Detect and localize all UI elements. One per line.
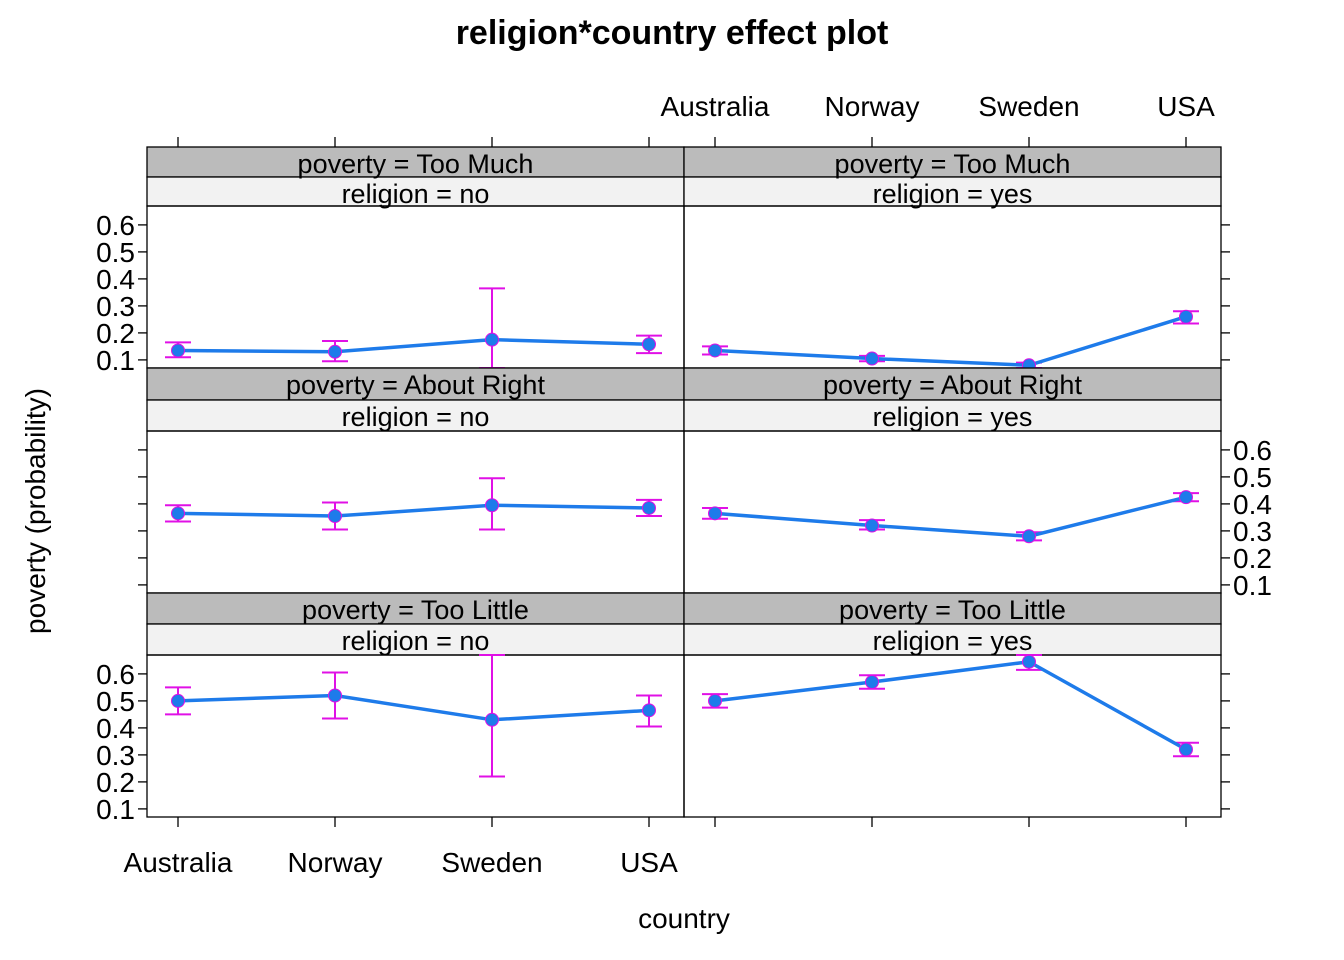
data-point [485,712,499,727]
x-tick-label: USA [620,847,678,878]
x-tick-label: Sweden [441,847,542,878]
strip-poverty-label: poverty = About Right [286,370,545,400]
strip-poverty-label: poverty = Too Much [298,149,534,179]
strip-religion-label: religion = yes [873,626,1033,656]
strip-poverty-label: poverty = About Right [823,370,1082,400]
fit-line [177,337,650,354]
x-tick-label: Norway [288,847,383,878]
x-tick-label: Norway [825,91,920,122]
strip-religion [683,623,1222,656]
x-tick-label: Australia [661,91,770,122]
x-tick-label: Australia [124,847,233,878]
strip-religion [146,623,685,656]
y-tick-label: 0.1 [96,794,135,825]
x-tick-label: USA [1157,91,1215,122]
y-tick-label: 0.6 [96,659,135,690]
x-axis-label: country [638,903,730,934]
y-tick-label: 0.3 [96,291,135,322]
y-tick-label: 0.5 [96,237,135,268]
fit-line [714,495,1187,539]
fit-line [177,693,650,722]
data-point [485,498,499,513]
y-tick-label: 0.6 [96,210,135,241]
y-tick-label: 0.2 [1233,543,1272,574]
y-tick-label: 0.4 [1233,489,1272,520]
data-point [708,343,722,358]
panel-frame [683,205,1222,369]
y-tick-label: 0.5 [96,686,135,717]
data-point [328,344,342,359]
data-point [1179,742,1193,757]
strip-religion [146,176,685,207]
data-point [708,506,722,521]
strip-religion-label: religion = yes [873,179,1033,209]
data-point [328,688,342,703]
strip-poverty [146,146,685,178]
y-tick-label: 0.1 [96,345,135,376]
strip-poverty-label: poverty = Too Much [835,149,1071,179]
strip-religion-label: religion = no [342,626,490,656]
data-point [642,500,656,515]
fit-line [177,503,650,518]
data-point [1179,490,1193,505]
data-point [1022,529,1036,544]
data-point [708,693,722,708]
strip-religion [683,399,1222,432]
y-tick-label: 0.3 [1233,516,1272,547]
x-tick-label: Sweden [978,91,1079,122]
data-point [485,332,499,347]
y-tick-label: 0.4 [96,264,135,295]
data-point [865,518,879,533]
strip-religion-label: religion = no [342,179,490,209]
fit-line [714,659,1187,752]
y-tick-label: 0.2 [96,318,135,349]
data-point [171,506,185,521]
panel-frame [683,430,1222,594]
strip-religion-label: religion = no [342,402,490,432]
strip-religion [146,399,685,432]
data-point [171,343,185,358]
y-tick-label: 0.6 [1233,435,1272,466]
strip-religion-label: religion = yes [873,402,1033,432]
strip-poverty [683,146,1222,178]
strip-poverty [683,592,1222,625]
y-tick-label: 0.2 [96,767,135,798]
fit-line [714,315,1187,368]
panel-frame [683,654,1222,818]
y-tick-label: 0.3 [96,740,135,771]
strip-poverty-label: poverty = Too Little [839,595,1066,625]
data-point [865,351,879,366]
data-point [1022,654,1036,669]
strip-poverty [683,367,1222,401]
strip-poverty-label: poverty = Too Little [302,595,529,625]
y-tick-label: 0.5 [1233,462,1272,493]
y-tick-label: 0.4 [96,713,135,744]
data-point [328,509,342,524]
data-point [1179,309,1193,324]
strip-poverty [146,592,685,625]
panel-frame [146,654,685,818]
y-axis-label: poverty (probability) [20,388,51,634]
data-point [865,675,879,689]
chart-title: religion*country effect plot [456,14,889,52]
data-point [642,703,656,718]
data-point [171,693,185,708]
y-tick-label: 0.1 [1233,570,1272,601]
data-point [642,337,656,352]
strip-poverty [146,367,685,401]
